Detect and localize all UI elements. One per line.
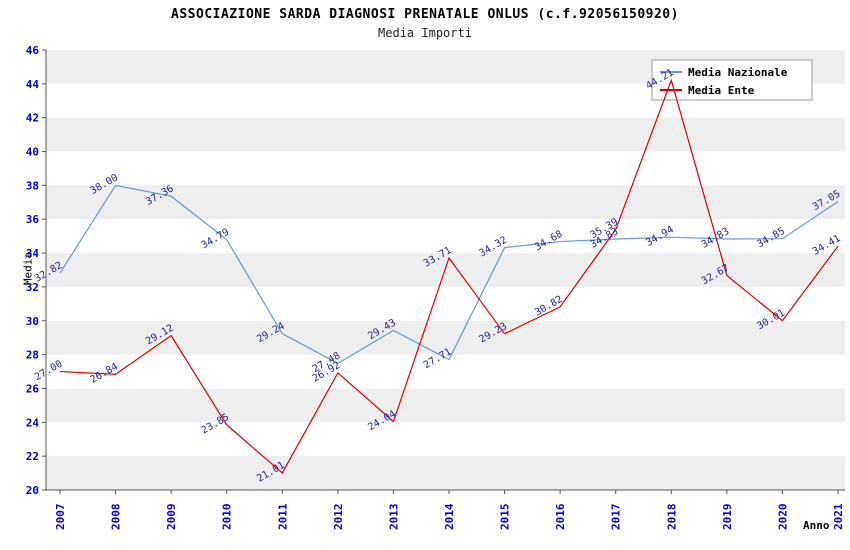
x-tick-label: 2008: [110, 504, 123, 531]
y-tick-label: 20: [26, 484, 39, 497]
x-axis-ticks: 2007 2008 2009 2010 2011 2012 2013 2014 2015 2016…: [54, 490, 845, 530]
plot-band: [46, 286, 845, 321]
series-line-media-ente: [59, 78, 839, 474]
chart-title: ASSOCIAZIONE SARDA DIAGNOSI PRENATALE ON…: [171, 7, 679, 22]
y-tick-label: 28: [26, 349, 39, 362]
y-tick-label: 34: [26, 247, 40, 260]
x-tick-label: 2019: [721, 504, 734, 531]
y-tick-label: 46: [26, 44, 40, 57]
chart-subtitle: Media Importi: [378, 26, 472, 40]
x-tick-label: 2009: [165, 504, 178, 531]
x-tick-label: 2021: [832, 503, 845, 530]
legend-label-media-ente: Media Ente: [688, 84, 755, 97]
plot-band: [46, 388, 845, 423]
plot-band: [46, 456, 845, 490]
legend-box: [651, 59, 813, 101]
x-tick-label: 2020: [776, 504, 789, 531]
y-tick-label: 40: [26, 146, 39, 159]
x-tick-label: 2011: [276, 503, 289, 530]
x-tick-label: 2010: [221, 504, 234, 531]
y-axis-ticks: 20 22 24 26 28 30 32 34 36 38 40 42 44 46: [26, 44, 46, 497]
y-axis-title: Media: [21, 251, 35, 286]
y-tick-label: 36: [26, 213, 40, 226]
x-tick-label: 2012: [332, 504, 345, 531]
x-tick-label: 2014: [443, 503, 456, 530]
y-tick-label: 30: [26, 315, 39, 328]
x-tick-label: 2007: [54, 504, 67, 531]
plot-band: [46, 151, 845, 186]
y-tick-label: 42: [26, 112, 39, 125]
x-tick-label: 2018: [665, 504, 678, 531]
legend: Media Nazionale Media Ente: [651, 59, 813, 101]
series-line-media-nazionale: [59, 184, 839, 365]
x-tick-label: 2016: [554, 503, 567, 530]
plot-band: [46, 117, 845, 152]
y-tick-label: 44: [26, 78, 40, 91]
plot-band: [46, 422, 845, 457]
x-axis-title: Anno: [803, 519, 830, 532]
x-tick-label: 2015: [499, 504, 512, 530]
x-tick-label: 2017: [610, 504, 623, 531]
y-tick-label: 32: [26, 281, 39, 294]
plot-band: [46, 354, 845, 389]
legend-label-media-nazionale: Media Nazionale: [688, 66, 788, 79]
y-tick-label: 26: [26, 382, 40, 395]
y-tick-label: 24: [26, 416, 40, 429]
y-tick-label: 38: [26, 179, 39, 192]
x-tick-label: 2013: [387, 504, 400, 531]
y-tick-label: 22: [26, 450, 39, 463]
